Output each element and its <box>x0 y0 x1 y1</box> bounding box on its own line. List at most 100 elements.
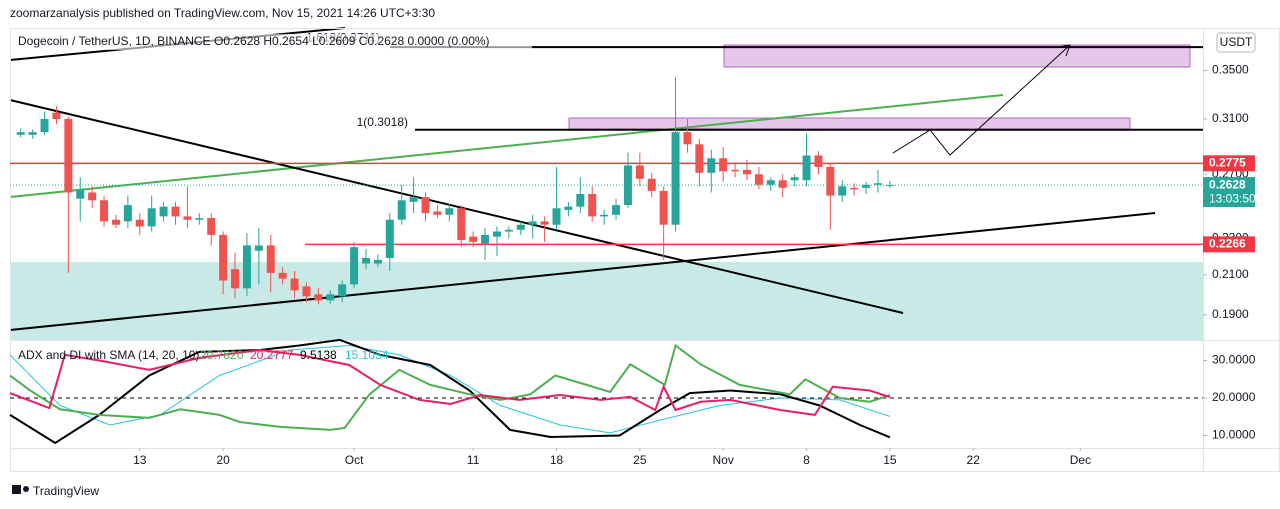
candle-body <box>635 165 644 179</box>
candle-body <box>88 192 97 201</box>
legend-value: 20.7820 <box>200 348 244 362</box>
candle-body <box>516 224 525 230</box>
currency: USDT <box>1220 35 1253 49</box>
candle-body <box>778 180 787 188</box>
trend-line <box>9 94 1004 198</box>
candle-body <box>826 166 835 196</box>
x-tick-label: 15 <box>883 453 897 467</box>
candle-body <box>802 155 811 181</box>
candle-body <box>135 219 144 227</box>
candle-body <box>862 184 871 188</box>
candle-body <box>600 214 609 217</box>
candle-body <box>552 208 561 225</box>
brand: TradingView <box>33 484 99 498</box>
support-zone <box>10 262 1203 340</box>
candle-body <box>100 200 109 222</box>
trend-line <box>9 212 1156 331</box>
legend-bg <box>12 34 532 50</box>
y-tick-label: 30.0000 <box>1212 353 1256 367</box>
price-tag-label: 0.2266 <box>1209 237 1246 251</box>
candle-body <box>683 132 692 145</box>
indicator-line <box>9 338 891 445</box>
fib-label: 1(0.3018) <box>357 115 408 129</box>
candle-body <box>766 180 775 185</box>
candle-body <box>254 245 263 251</box>
candle-body <box>278 272 287 279</box>
candle-body <box>326 294 335 301</box>
price-tag-label: 0.2775 <box>1209 155 1246 169</box>
price-tag <box>1203 236 1255 253</box>
y-tick-label: 0.2100 <box>1212 267 1249 281</box>
marks: 0.35000.31000.27000.23000.21000.19001320… <box>9 30 1256 467</box>
ohlc: O0.2628 H0.2654 L0.2609 C0.2628 0.0000 (… <box>214 34 490 48</box>
currency-badge[interactable] <box>1216 32 1256 53</box>
overlay: Dogecoin / TetherUS, 1D, BINANCE O0.2628… <box>12 32 1256 498</box>
x-tick-label: 25 <box>633 453 647 467</box>
candle-body <box>576 194 585 207</box>
x-tick-label: 8 <box>803 453 810 467</box>
candle-body <box>207 218 216 235</box>
y-tick-label: 0.3500 <box>1212 63 1249 77</box>
y-tick-label: 0.1900 <box>1212 307 1249 321</box>
candle-body <box>195 218 204 220</box>
candle-body <box>564 206 573 210</box>
candle-body <box>219 234 228 281</box>
candle-body <box>302 286 311 297</box>
candle-body <box>504 229 513 232</box>
candle-body <box>885 185 894 187</box>
x-tick-label: Nov <box>713 453 734 467</box>
candle-body <box>147 208 156 227</box>
candle-body <box>16 132 25 135</box>
candle-body <box>361 258 370 264</box>
candle-body <box>612 205 621 215</box>
candle-body <box>457 208 466 241</box>
countdown: 13:03:50 <box>1209 191 1256 205</box>
candle-body <box>623 165 632 206</box>
logo-icon <box>23 486 29 492</box>
candle-body <box>397 200 406 220</box>
candle-body <box>873 183 882 185</box>
candle-body <box>433 211 442 215</box>
candle-body <box>659 190 668 225</box>
candle-body <box>64 119 73 193</box>
candle-body <box>159 206 168 217</box>
candle-body <box>695 144 704 173</box>
y-tick-label: 0.3100 <box>1212 111 1249 125</box>
candle-body <box>266 245 275 273</box>
candle-body <box>290 278 299 291</box>
candle-body <box>481 234 490 244</box>
x-tick-label: Dec <box>1070 453 1091 467</box>
x-tick-label: Oct <box>345 453 364 467</box>
price-tag-label: 0.2628 <box>1209 177 1246 191</box>
indicator-title: ADX and DI with SMA (14, 20, 10) <box>18 348 199 362</box>
projection-arrow <box>892 44 1071 156</box>
y-tick-label: 20.0000 <box>1212 390 1256 404</box>
legend-value: 9.5138 <box>300 348 337 362</box>
candle-body <box>76 189 85 199</box>
candle-body <box>838 186 847 196</box>
candle-body <box>790 177 799 181</box>
candle-body <box>171 206 180 217</box>
y-tick-label: 10.0000 <box>1212 428 1256 442</box>
candle-body <box>814 155 823 167</box>
candle-body <box>111 219 120 225</box>
resistance-zone <box>568 117 1131 130</box>
candle-body <box>421 197 430 214</box>
candle-body <box>469 236 478 242</box>
candle-body <box>28 132 37 135</box>
candle-body <box>40 119 49 133</box>
candle-body <box>719 158 728 172</box>
candle-body <box>707 158 716 173</box>
x-tick-label: 18 <box>550 453 564 467</box>
target-zone <box>723 44 1191 68</box>
x-tick-label: 22 <box>967 453 981 467</box>
candle-body <box>242 245 251 289</box>
legend-value: 20.2777 <box>250 348 294 362</box>
x-tick-label: 13 <box>133 453 147 467</box>
legend-value: 15.1054 <box>345 348 389 362</box>
candle-body <box>445 208 454 215</box>
candle-body <box>52 112 61 120</box>
candle-body <box>409 197 418 202</box>
